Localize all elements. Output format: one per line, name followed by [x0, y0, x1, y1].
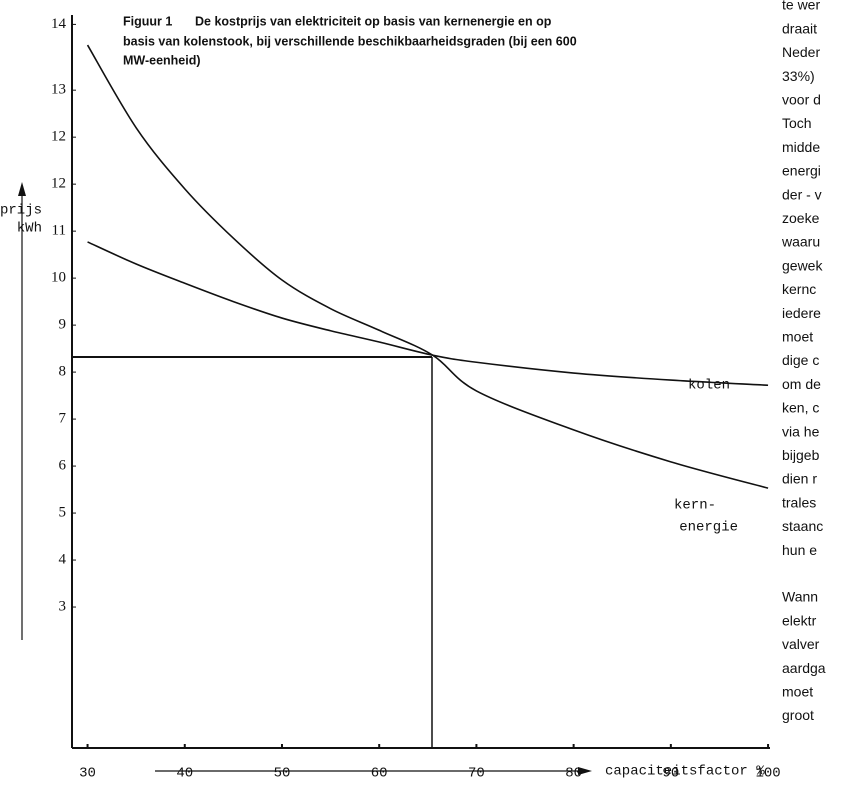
y-tick-label: 12 [51, 129, 66, 145]
side-text-line: kernc [782, 281, 816, 297]
y-tick-label: 9 [59, 317, 67, 333]
y-axis-label: kWh [17, 221, 42, 237]
x-tick-label: 30 [79, 766, 96, 782]
y-axis-label: prijs [0, 203, 42, 219]
side-text-line: energi [782, 163, 821, 179]
side-text-line: Wann [782, 589, 818, 605]
side-text-line: der - v [782, 186, 822, 202]
arrow-head [18, 182, 26, 196]
title-line: basis van kolenstook, bij verschillende … [123, 34, 577, 48]
side-text-line: hun e [782, 542, 817, 558]
figure-label: Figuur 1 [123, 14, 172, 28]
y-tick-label: 4 [59, 551, 67, 567]
y-tick-label: 7 [59, 411, 67, 427]
side-text-line: moet [782, 684, 813, 700]
y-tick-label: 8 [59, 364, 67, 380]
side-text-line: groot [782, 707, 814, 723]
x-tick-label: 90 [662, 766, 679, 782]
side-text-line: iedere [782, 305, 821, 321]
side-text-line: om de [782, 376, 821, 392]
side-text-line: bijgeb [782, 447, 820, 463]
title-line: De kostprijs van elektriciteit op basis … [195, 14, 552, 28]
y-tick-label: 11 [52, 223, 66, 239]
side-text: te wer draait Neder 33%) voor d Toch midde ener… [781, 0, 826, 723]
x-tick-label: 80 [565, 766, 582, 782]
series-line [87, 241, 769, 387]
y-tick-label: 13 [51, 82, 66, 98]
x-axis-label: capaciteitsfactor % [605, 764, 765, 780]
y-tick-label: 5 [59, 505, 67, 521]
side-text-line: via he [782, 423, 820, 439]
side-text-line: ken, c [782, 400, 819, 416]
side-text-line: 33%) [782, 68, 815, 84]
y-tick-label: 12 [51, 176, 66, 192]
side-text-line: dige c [782, 352, 819, 368]
x-tick-label: 50 [274, 766, 291, 782]
side-text-line: dien r [782, 471, 817, 487]
x-tick-label: 100 [755, 766, 780, 782]
series-label: kolen [688, 378, 730, 394]
side-text-line: valver [782, 636, 820, 652]
y-tick-label: 3 [59, 598, 67, 614]
side-text-line: waaru [781, 234, 820, 250]
side-text-line: Toch [782, 115, 812, 131]
side-text-line: te wer [782, 0, 820, 13]
y-tick-label: 10 [51, 270, 66, 286]
side-text-line: draait [782, 20, 817, 36]
y-tick-label: 14 [51, 16, 67, 32]
side-text-line: midde [782, 139, 820, 155]
title-line: MW-eenheid) [123, 53, 201, 67]
x-tick-label: 70 [468, 766, 485, 782]
side-text-line: voor d [782, 92, 821, 108]
side-text-line: zoeke [782, 210, 820, 226]
side-text-line: gewek [782, 257, 823, 273]
x-tick-label: 60 [371, 766, 388, 782]
series-line [86, 44, 769, 489]
side-text-line: aardga [782, 660, 826, 676]
side-text-line: elektr [782, 612, 817, 628]
side-text-line: Neder [782, 44, 820, 60]
series-label: energie [679, 520, 738, 536]
arrow-head [578, 767, 592, 775]
side-text-line: staanc [782, 518, 823, 534]
y-tick-label: 6 [59, 458, 67, 474]
side-text-line: trales [782, 494, 816, 510]
side-text-line: moet [782, 329, 813, 345]
x-tick-label: 40 [176, 766, 193, 782]
series-label: kern- [674, 498, 716, 514]
